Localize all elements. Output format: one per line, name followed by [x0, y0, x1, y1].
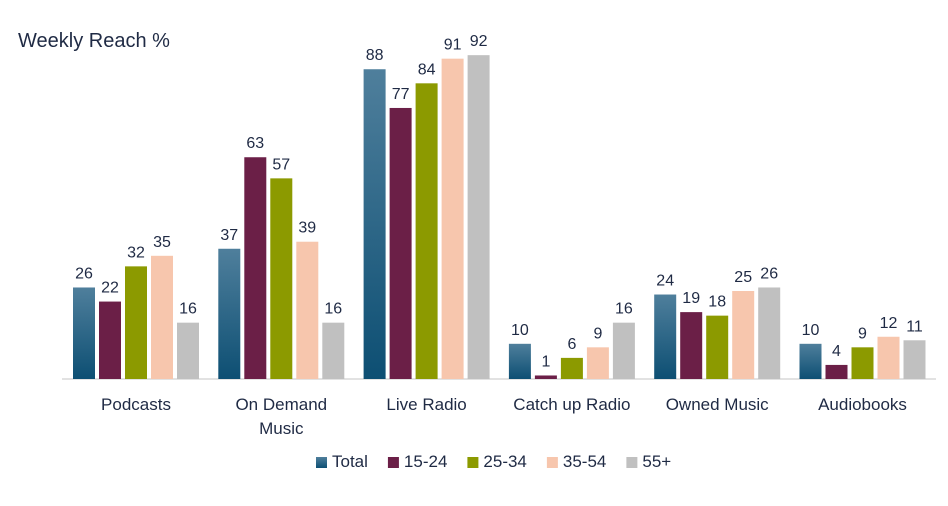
- value-label: 16: [615, 301, 633, 318]
- value-label: 11: [906, 318, 923, 335]
- bar: [732, 291, 755, 379]
- value-label: 22: [101, 280, 119, 297]
- bar: [654, 294, 677, 379]
- legend-label: Total: [332, 452, 368, 471]
- legend-swatch: [316, 457, 327, 468]
- value-label: 9: [858, 325, 867, 342]
- bar: [296, 241, 319, 379]
- bar: [99, 301, 121, 379]
- value-label: 37: [220, 227, 238, 244]
- category-label: Music: [259, 419, 304, 438]
- value-label: 84: [418, 61, 436, 78]
- bar: [270, 178, 293, 379]
- bar: [758, 287, 781, 379]
- bar: [177, 322, 199, 379]
- value-label: 35: [153, 234, 171, 251]
- value-label: 10: [802, 322, 820, 339]
- value-label: 24: [656, 273, 674, 290]
- bar: [560, 357, 583, 379]
- value-label: 18: [708, 294, 726, 311]
- value-label: 19: [682, 290, 700, 307]
- bar: [467, 55, 490, 379]
- category-labels-layer: Podcasts On Demand Music Live Radio Catch up…: [101, 395, 907, 438]
- value-label: 26: [75, 265, 93, 282]
- bar: [415, 83, 438, 379]
- category-label: Audiobooks: [818, 395, 907, 414]
- legend-label: 15-24: [404, 452, 447, 471]
- value-label: 88: [366, 47, 384, 64]
- category-label: On Demand: [235, 395, 327, 414]
- bar: [877, 336, 900, 379]
- bar: [799, 343, 822, 379]
- category-label: Podcasts: [101, 395, 171, 414]
- value-label: 4: [832, 343, 841, 360]
- legend-swatch: [387, 457, 399, 468]
- value-label: 77: [392, 86, 410, 103]
- legend-swatch: [467, 457, 479, 468]
- value-label: 57: [272, 156, 290, 173]
- value-label: 12: [880, 315, 898, 332]
- legend-label: 55+: [642, 452, 671, 471]
- legend: Total 15-24 25-34 35-54 55+: [316, 452, 671, 471]
- bar: [586, 347, 609, 379]
- bar: [125, 266, 147, 379]
- bar: [244, 157, 267, 379]
- bar: [151, 255, 173, 379]
- bar: [218, 248, 241, 379]
- value-label: 1: [541, 353, 550, 370]
- value-label: 25: [734, 269, 752, 286]
- bar: [706, 315, 729, 379]
- category-label: Live Radio: [386, 395, 466, 414]
- value-label: 63: [246, 135, 264, 152]
- bar: [441, 58, 464, 380]
- bar: [851, 347, 874, 379]
- legend-swatch: [546, 457, 558, 468]
- bar: [73, 287, 95, 379]
- value-label: 9: [593, 325, 602, 342]
- bar: [508, 343, 531, 379]
- legend-swatch: [626, 457, 638, 468]
- legend-label: 35-54: [563, 452, 606, 471]
- value-label: 32: [127, 244, 145, 261]
- chart-title: Weekly Reach %: [18, 30, 170, 52]
- value-label: 26: [760, 265, 778, 282]
- bar: [363, 69, 386, 380]
- value-label: 6: [567, 336, 576, 353]
- value-label: 10: [511, 322, 529, 339]
- legend-label: 25-34: [483, 452, 526, 471]
- value-label: 91: [444, 37, 462, 54]
- category-label: Owned Music: [666, 395, 769, 414]
- value-label: 16: [179, 301, 197, 318]
- category-label: Catch up Radio: [513, 395, 630, 414]
- value-label: 16: [324, 301, 342, 318]
- value-label: 92: [470, 33, 488, 50]
- bars-layer: [73, 55, 926, 380]
- bar: [903, 340, 926, 379]
- bar: [389, 107, 412, 380]
- value-label: 39: [298, 220, 316, 237]
- bar: [680, 312, 703, 379]
- bar: [322, 322, 345, 379]
- bar: [612, 322, 635, 379]
- bar: [825, 364, 848, 379]
- bar: [534, 375, 557, 379]
